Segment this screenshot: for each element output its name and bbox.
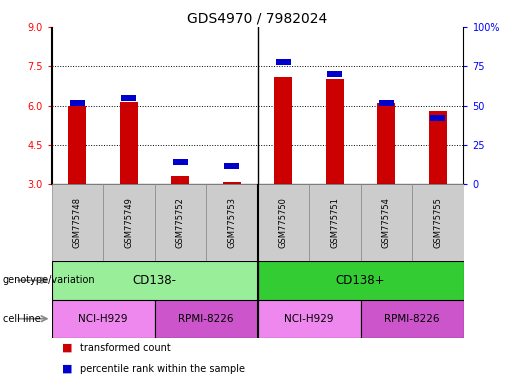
Bar bbox=[325, 79, 344, 184]
Text: ■: ■ bbox=[62, 364, 72, 374]
Text: GSM775749: GSM775749 bbox=[124, 197, 133, 248]
Text: genotype/variation: genotype/variation bbox=[3, 275, 95, 285]
Text: ■: ■ bbox=[62, 343, 72, 353]
Text: GSM775750: GSM775750 bbox=[279, 197, 288, 248]
Text: GSM775753: GSM775753 bbox=[227, 197, 236, 248]
Bar bbox=[258, 261, 464, 300]
Bar bbox=[206, 184, 258, 261]
Bar bbox=[222, 182, 241, 184]
Bar bbox=[173, 159, 188, 166]
Bar bbox=[360, 300, 464, 338]
Text: GSM775748: GSM775748 bbox=[73, 197, 82, 248]
Bar bbox=[327, 71, 342, 77]
Bar bbox=[258, 184, 309, 261]
Bar bbox=[154, 184, 206, 261]
Text: GSM775755: GSM775755 bbox=[433, 197, 442, 248]
Bar bbox=[70, 99, 85, 106]
Text: NCI-H929: NCI-H929 bbox=[284, 314, 334, 324]
Text: GSM775752: GSM775752 bbox=[176, 197, 185, 248]
Text: CD138-: CD138- bbox=[132, 274, 177, 287]
Text: GSM775754: GSM775754 bbox=[382, 197, 391, 248]
Text: RPMI-8226: RPMI-8226 bbox=[384, 314, 440, 324]
Bar bbox=[52, 184, 103, 261]
Bar bbox=[276, 59, 291, 65]
Bar bbox=[428, 111, 447, 184]
Text: transformed count: transformed count bbox=[80, 343, 170, 353]
Bar bbox=[379, 99, 394, 106]
Text: GSM775751: GSM775751 bbox=[330, 197, 339, 248]
Bar bbox=[377, 103, 395, 184]
Bar bbox=[360, 184, 412, 261]
Bar bbox=[121, 95, 136, 101]
Text: cell line: cell line bbox=[3, 314, 40, 324]
Bar bbox=[224, 162, 239, 169]
Bar bbox=[274, 77, 292, 184]
Bar bbox=[52, 261, 258, 300]
Bar bbox=[154, 300, 258, 338]
Bar bbox=[412, 184, 464, 261]
Text: percentile rank within the sample: percentile rank within the sample bbox=[80, 364, 245, 374]
Bar bbox=[171, 177, 189, 184]
Bar bbox=[119, 102, 138, 184]
Text: CD138+: CD138+ bbox=[336, 274, 385, 287]
Bar bbox=[258, 300, 360, 338]
Bar bbox=[430, 115, 445, 121]
Bar bbox=[52, 300, 154, 338]
Bar bbox=[103, 184, 154, 261]
Bar bbox=[68, 106, 86, 184]
Text: RPMI-8226: RPMI-8226 bbox=[178, 314, 234, 324]
Title: GDS4970 / 7982024: GDS4970 / 7982024 bbox=[187, 12, 328, 26]
Bar bbox=[309, 184, 360, 261]
Text: NCI-H929: NCI-H929 bbox=[78, 314, 128, 324]
